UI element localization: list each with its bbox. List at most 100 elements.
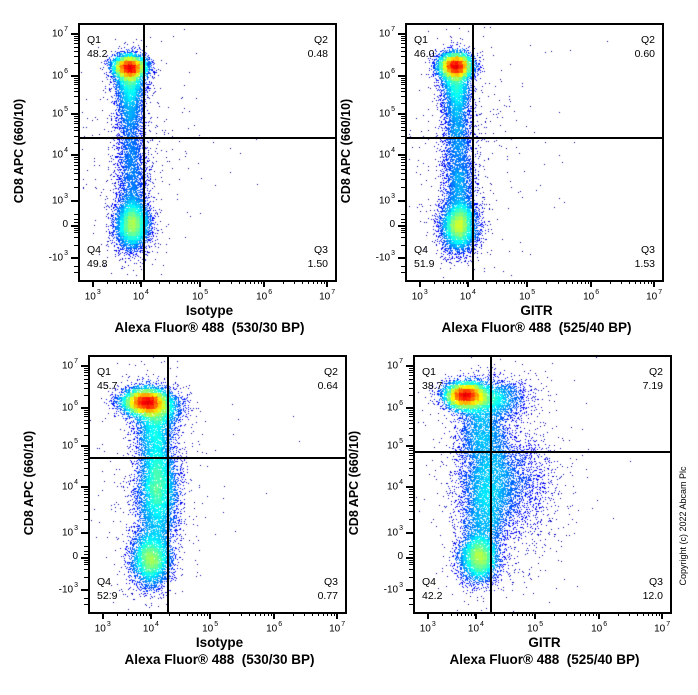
y-axis-minor-tick: [401, 120, 405, 122]
x-axis-major-tick: [209, 612, 212, 619]
y-axis-major-tick: [71, 257, 78, 260]
y-axis-minor-tick: [74, 159, 78, 161]
x-axis-major-tick: [336, 612, 339, 619]
quadrant-label: Q1: [422, 366, 437, 378]
x-axis-minor-tick: [513, 280, 515, 284]
y-axis-minor-tick: [84, 428, 88, 429]
y-axis-minor-tick: [401, 77, 405, 79]
y-axis-minor-tick: [84, 458, 88, 460]
quadrant-value: 45.7: [97, 380, 118, 392]
x-axis-minor-tick: [304, 612, 306, 616]
x-axis-minor-tick: [610, 280, 612, 284]
quadrant-q3-stat: Q3 0.77: [318, 575, 338, 603]
y-axis-minor-tick: [401, 179, 405, 181]
y-axis-minor-tick: [409, 467, 413, 469]
x-axis-minor-tick: [271, 612, 273, 616]
quadrant-label: Q2: [640, 34, 655, 46]
y-axis-minor-tick: [401, 142, 405, 144]
y-axis-minor-tick: [74, 81, 78, 83]
x-tick-label: 107: [646, 289, 663, 303]
x-axis-minor-tick: [244, 280, 246, 284]
x-axis-minor-tick: [456, 612, 458, 616]
x-axis-minor-tick: [330, 612, 332, 616]
y-axis-major-tick: [398, 257, 405, 260]
quadrant-q4-stat: Q4 52.9: [97, 575, 117, 603]
x-axis-minor-tick: [131, 612, 133, 616]
y-axis-major-tick: [398, 199, 405, 202]
x-axis-minor-tick: [655, 612, 657, 616]
x-tick-label: 104: [467, 621, 484, 635]
y-axis-minor-tick: [74, 77, 78, 79]
x-axis-minor-tick: [317, 280, 319, 284]
y-axis-major-tick: [398, 113, 405, 116]
y-axis-minor-tick: [84, 489, 88, 491]
y-tick-label: 106: [378, 68, 395, 82]
x-axis-minor-tick: [468, 612, 470, 616]
y-axis-minor-tick: [401, 157, 405, 159]
x-axis-minor-tick: [197, 280, 199, 284]
x-axis-minor-tick: [107, 280, 109, 284]
quadrant-q3-stat: Q3 12.0: [643, 575, 663, 603]
y-axis-minor-tick: [409, 452, 413, 454]
y-axis-minor-tick: [74, 79, 78, 81]
y-axis-minor-tick: [401, 271, 405, 273]
x-axis-major-tick: [273, 612, 276, 619]
x-axis-minor-tick: [194, 280, 196, 284]
x-axis-minor-tick: [504, 612, 506, 616]
quadrant-label: Q1: [414, 34, 429, 46]
x-axis-minor-tick: [557, 280, 559, 284]
quadrant-value: 38.7: [422, 380, 443, 392]
x-axis-minor-tick: [117, 612, 119, 616]
y-axis-minor-tick: [84, 370, 88, 371]
quadrant-label: Q4: [87, 244, 102, 256]
x-axis-minor-tick: [238, 280, 240, 284]
x-axis-minor-tick: [589, 612, 591, 616]
scatter-canvas: [90, 357, 345, 612]
x-axis-major-tick: [590, 280, 593, 287]
y-axis-minor-tick: [84, 497, 88, 499]
y-axis-minor-tick: [74, 162, 78, 164]
y-axis-minor-tick: [409, 458, 413, 460]
quadrant-gate-vertical: [472, 25, 475, 280]
x-axis-minor-tick: [230, 280, 232, 284]
x-axis-minor-tick: [517, 612, 519, 616]
y-axis-minor-tick: [84, 413, 88, 415]
y-axis-minor-tick: [401, 96, 405, 97]
y-axis-major-tick: [71, 113, 78, 116]
x-axis-minor-tick: [229, 612, 231, 616]
quadrant-value: 49.8: [87, 258, 108, 270]
x-axis-minor-tick: [453, 280, 455, 284]
y-axis-minor-tick: [409, 560, 413, 562]
quadrant-gate-horizontal: [80, 137, 335, 140]
y-axis-minor-tick: [401, 63, 405, 65]
quadrant-label: Q4: [414, 244, 429, 256]
y-axis-minor-tick: [401, 116, 405, 118]
quadrant-value: 1.50: [307, 258, 328, 270]
x-axis-minor-tick: [327, 612, 329, 616]
quadrant-value: 0.77: [317, 590, 338, 602]
quadrant-gate-vertical: [143, 25, 145, 280]
y-axis-minor-tick: [74, 46, 78, 48]
x-axis-minor-tick: [463, 280, 465, 284]
y-axis-minor-tick: [84, 500, 88, 502]
quadrant-gate-horizontal: [407, 137, 662, 140]
y-axis-minor-tick: [409, 561, 413, 563]
y-tick-label: 0: [397, 551, 403, 563]
x-axis-minor-tick: [546, 280, 548, 284]
x-axis-minor-tick: [176, 280, 178, 284]
y-axis-minor-tick: [74, 229, 78, 231]
x-axis-minor-tick: [313, 280, 315, 284]
y-axis-minor-tick: [409, 556, 413, 558]
quadrant-q4-stat: Q4 42.2: [422, 575, 442, 603]
quadrant-value: 12.0: [642, 590, 663, 602]
plot-bottom-left-isotype: Q1 45.7 Q2 0.64 Q3 0.77 Q4 52.9 CD8 APC (660…: [22, 355, 347, 667]
quadrant-value: 1.53: [634, 258, 655, 270]
y-axis-minor-tick: [401, 81, 405, 83]
y-axis-minor-tick: [84, 569, 88, 571]
x-axis-minor-tick: [640, 280, 642, 284]
plot-bottom-right-gitr: Q1 38.7 Q2 7.19 Q3 12.0 Q4 42.2 CD8 APC (660…: [347, 355, 672, 667]
x-axis-minor-tick: [324, 280, 326, 284]
quadrant-gate-vertical: [166, 357, 169, 612]
y-tick-label: 105: [386, 438, 403, 452]
x-axis-minor-tick: [200, 612, 202, 616]
